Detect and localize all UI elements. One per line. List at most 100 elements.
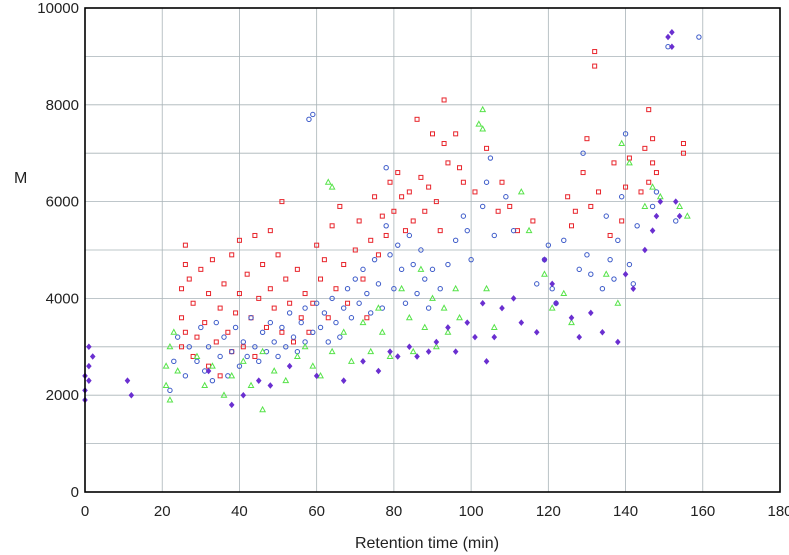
data-point — [225, 329, 231, 335]
data-point — [345, 300, 351, 306]
data-point — [398, 266, 405, 273]
data-point — [240, 391, 247, 399]
data-point — [452, 284, 460, 292]
data-point — [298, 319, 304, 326]
data-point — [456, 313, 463, 321]
data-point — [665, 33, 671, 41]
data-point — [592, 63, 598, 69]
data-point — [244, 271, 250, 277]
data-point — [220, 391, 228, 398]
data-point — [611, 160, 617, 166]
data-point — [333, 319, 339, 326]
data-point — [182, 373, 189, 379]
data-point — [375, 252, 381, 258]
data-point — [676, 212, 683, 220]
data-point — [541, 270, 548, 277]
y-tick-label: 8000 — [46, 97, 79, 114]
data-point — [618, 194, 625, 200]
data-point — [499, 304, 505, 312]
data-point — [267, 228, 273, 234]
data-point — [174, 334, 181, 340]
data-point — [360, 266, 366, 273]
data-point — [228, 401, 235, 409]
data-point — [302, 305, 308, 311]
data-point — [286, 310, 293, 316]
data-point — [518, 319, 525, 326]
data-point — [510, 227, 517, 234]
data-point — [588, 309, 594, 317]
data-point — [162, 381, 170, 389]
data-point — [441, 97, 447, 103]
data-point — [499, 179, 505, 185]
data-point — [182, 262, 188, 268]
data-point — [460, 213, 467, 219]
data-point — [510, 295, 517, 302]
data-point — [267, 286, 273, 292]
data-point — [491, 333, 498, 341]
data-point — [340, 377, 347, 384]
data-point — [399, 194, 405, 200]
data-point — [179, 344, 185, 350]
data-point — [615, 338, 621, 346]
data-point — [194, 334, 200, 340]
data-point — [657, 198, 664, 205]
data-point — [653, 189, 660, 195]
y-tick-label: 6000 — [46, 194, 79, 211]
data-point — [614, 299, 622, 306]
data-point — [650, 160, 656, 166]
data-point — [333, 286, 339, 292]
y-tick-labels: 0 2000 4000 6000 8000 10000 — [37, 0, 79, 501]
data-point — [301, 342, 309, 350]
data-point — [252, 353, 258, 359]
data-point — [325, 315, 331, 321]
data-point — [239, 357, 247, 364]
data-point — [375, 367, 382, 375]
data-point — [236, 291, 242, 297]
data-point — [421, 323, 429, 330]
data-point — [205, 344, 212, 350]
data-point — [646, 107, 652, 113]
data-point — [286, 362, 293, 370]
data-point — [313, 372, 320, 380]
data-point — [298, 315, 304, 321]
data-point — [233, 310, 239, 316]
data-point — [201, 381, 209, 389]
data-point — [433, 199, 439, 205]
data-point — [171, 358, 177, 365]
data-point — [337, 203, 343, 209]
data-point — [457, 165, 463, 171]
data-point — [468, 256, 474, 263]
data-point — [182, 329, 188, 335]
data-point — [441, 141, 447, 147]
x-tick-label: 100 — [459, 503, 484, 520]
data-point — [634, 223, 640, 229]
x-tick-label: 180 — [767, 503, 789, 520]
data-point — [206, 291, 212, 297]
data-point — [653, 170, 659, 176]
data-point — [247, 381, 255, 389]
data-point — [89, 353, 96, 360]
x-tick-label: 20 — [154, 503, 171, 520]
data-point — [379, 213, 385, 219]
data-point — [592, 49, 598, 55]
data-point — [229, 348, 235, 355]
data-point — [549, 280, 555, 288]
data-point — [347, 357, 355, 364]
data-point — [672, 198, 679, 205]
data-point — [580, 150, 586, 156]
data-point — [588, 203, 594, 209]
data-point — [453, 131, 459, 137]
data-point — [406, 189, 412, 195]
data-point — [375, 304, 382, 311]
data-point — [548, 304, 556, 311]
data-point — [444, 328, 452, 335]
data-point — [425, 305, 432, 311]
data-point — [460, 179, 466, 185]
data-point — [464, 319, 471, 326]
x-tick-label: 140 — [613, 503, 638, 520]
data-point — [472, 189, 478, 195]
data-point — [186, 276, 192, 282]
data-point — [394, 353, 401, 360]
data-point — [395, 170, 401, 176]
data-point — [576, 266, 582, 273]
